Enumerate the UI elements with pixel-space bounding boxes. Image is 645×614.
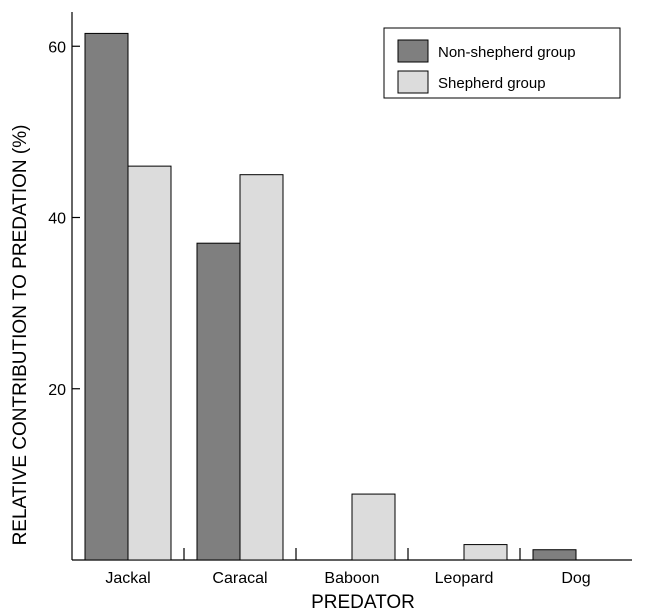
y-tick-label: 60 [48,39,66,56]
bar-jackal-non-shepherd [84,32,129,561]
y-tick-label: 20 [48,382,66,399]
legend-swatch-shepherd [397,70,429,94]
x-tick-label-caracal: Caracal [212,570,267,587]
bars [84,32,577,561]
y-axis: 20 40 60 [48,12,80,560]
bar-jackal-shepherd [127,165,172,561]
x-tick-label-baboon: Baboon [324,570,379,587]
bar-caracal-shepherd [239,174,284,561]
x-tick-label-jackal: Jackal [105,570,150,587]
bar-baboon-shepherd [351,493,396,561]
x-axis-title: PREDATOR [311,592,415,613]
legend-swatch-non-shepherd [397,39,429,63]
legend-label-non-shepherd: Non-shepherd group [438,44,576,61]
x-tick-label-dog: Dog [561,570,590,587]
legend-label-shepherd: Shepherd group [438,75,546,92]
y-axis-title: RELATIVE CONTRIBUTION TO PREDATION (%) [10,125,31,546]
bar-caracal-non-shepherd [196,242,241,561]
y-tick-label: 40 [48,211,66,228]
x-tick-label-leopard: Leopard [435,570,494,587]
bar-dog-non-shepherd [532,549,577,561]
legend: Non-shepherd group Shepherd group [383,27,621,99]
bar-leopard-shepherd [463,544,508,561]
